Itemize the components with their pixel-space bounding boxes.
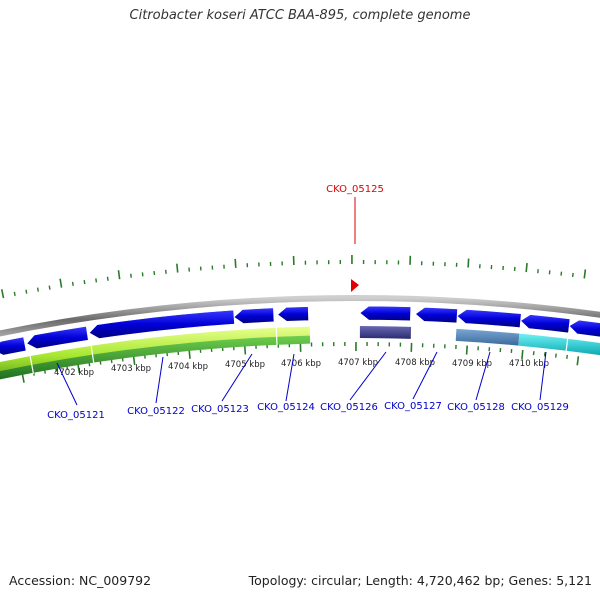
major-tick xyxy=(188,349,191,359)
gene-arrow[interactable] xyxy=(456,309,522,329)
track-segment xyxy=(0,326,311,375)
track-separator xyxy=(29,354,35,374)
gene-arrow[interactable] xyxy=(26,325,89,350)
major-tick xyxy=(117,270,121,280)
minor-tick xyxy=(71,281,74,286)
kbp-label: 4709 kbp xyxy=(452,359,492,369)
gene-leader xyxy=(539,351,547,401)
gene-arrow[interactable] xyxy=(568,319,600,338)
gene-arrow[interactable] xyxy=(359,305,412,322)
major-tick xyxy=(525,262,528,273)
major-tick xyxy=(176,263,179,273)
gene-arrow[interactable] xyxy=(0,336,27,356)
genome-backbone xyxy=(0,295,600,337)
accession-text: Accession: NC_009792 xyxy=(9,573,152,588)
track-segment xyxy=(359,326,412,339)
gene-arrow[interactable] xyxy=(233,307,275,324)
kbp-label: 4707 kbp xyxy=(338,358,378,368)
kbp-label: 4704 kbp xyxy=(168,362,208,372)
major-tick xyxy=(467,258,470,268)
gene-label-leaders xyxy=(56,351,547,406)
gene-leader xyxy=(285,353,295,402)
track-segment xyxy=(455,328,520,346)
gene-leader xyxy=(221,353,253,402)
gene-leader xyxy=(155,356,164,404)
minor-tick xyxy=(25,289,28,294)
major-tick xyxy=(465,345,468,355)
track-separator xyxy=(275,325,278,346)
gene-leader xyxy=(349,351,387,401)
gene-arrows xyxy=(0,305,600,356)
kbp-label: 4702 kbp xyxy=(54,368,94,378)
major-tick xyxy=(59,278,63,288)
minor-tick xyxy=(95,278,98,283)
gene-leader xyxy=(475,351,491,401)
outer-tick-marks xyxy=(0,255,587,299)
major-tick xyxy=(234,258,237,268)
track-segment xyxy=(0,335,311,380)
minor-tick xyxy=(83,279,86,285)
page-title: Citrobacter koseri ATCC BAA-895, complet… xyxy=(129,8,471,23)
major-tick xyxy=(21,373,25,383)
track-segment xyxy=(518,333,600,356)
gene-leader xyxy=(412,351,438,400)
kbp-label: 4703 kbp xyxy=(111,364,151,374)
gene-arrow[interactable] xyxy=(277,306,309,322)
kbp-label: 4706 kbp xyxy=(281,359,321,369)
gene-leader xyxy=(56,362,78,406)
gene-labels: CKO_05121 CKO_05122 CKO_05123 CKO_05124 … xyxy=(47,401,569,421)
gene-label[interactable]: CKO_05122 xyxy=(127,406,185,417)
major-tick xyxy=(243,345,247,355)
gene-label[interactable]: CKO_05126 xyxy=(320,402,378,413)
gene-arrow[interactable] xyxy=(415,307,458,324)
major-tick xyxy=(583,269,587,279)
gene-label[interactable]: CKO_05128 xyxy=(447,402,505,413)
gene-label[interactable]: CKO_05127 xyxy=(384,401,442,412)
minor-tick xyxy=(48,285,51,290)
minor-tick xyxy=(36,287,40,292)
kbp-scale-labels: 4702 kbp 4703 kbp 4704 kbp 4705 kbp 4706… xyxy=(54,358,549,378)
minor-tick xyxy=(106,276,109,281)
major-tick xyxy=(0,289,5,299)
gene-label[interactable]: CKO_05129 xyxy=(511,402,569,413)
gene-label[interactable]: CKO_05121 xyxy=(47,410,105,421)
kbp-label: 4708 kbp xyxy=(395,358,435,368)
major-tick xyxy=(132,355,136,366)
gene-label[interactable]: CKO_05124 xyxy=(257,402,315,413)
major-tick xyxy=(521,349,524,360)
minor-tick xyxy=(13,291,16,296)
highlight-gene-label[interactable]: CKO_05125 xyxy=(326,184,384,195)
highlight-marker[interactable] xyxy=(351,279,359,292)
track-separator xyxy=(564,336,569,357)
feature-tracks xyxy=(0,325,600,380)
gene-arrow[interactable] xyxy=(520,314,571,334)
track-separator xyxy=(90,343,95,364)
gene-label[interactable]: CKO_05123 xyxy=(191,404,249,415)
topology-text: Topology: circular; Length: 4,720,462 bp… xyxy=(248,573,592,588)
major-tick xyxy=(576,356,580,366)
major-tick xyxy=(77,363,81,374)
kbp-label: 4710 kbp xyxy=(509,359,549,369)
